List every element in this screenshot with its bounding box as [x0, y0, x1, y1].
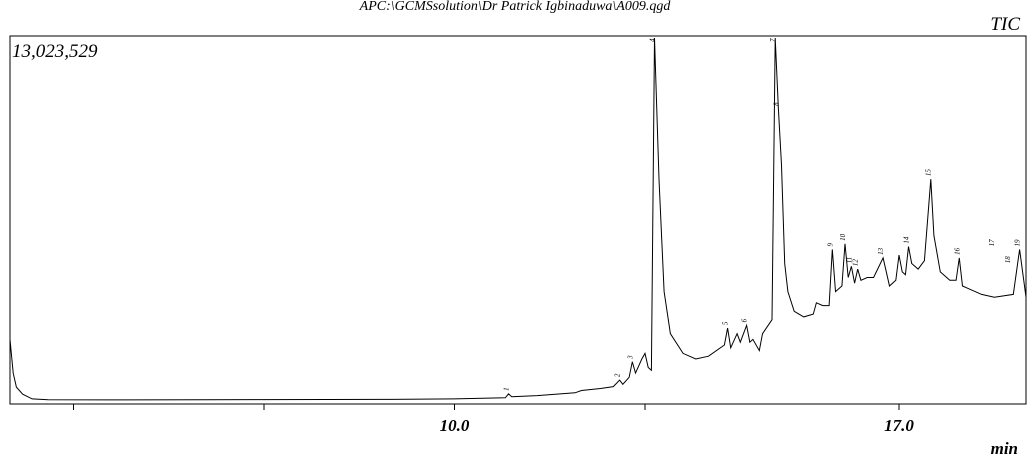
- x-axis-ticks: [73, 404, 900, 410]
- tic-series-line-0: [9, 37, 1027, 401]
- peak-label-11: 11: [845, 257, 853, 263]
- signal-label: TIC: [990, 14, 1020, 35]
- peak-label-12: 12: [852, 259, 860, 267]
- series-group: [9, 37, 1027, 401]
- peak-label-17: 17: [988, 239, 996, 247]
- plot-frame: [9, 35, 1027, 405]
- x-axis-unit-label: min: [991, 439, 1018, 457]
- peak-label-3: 3: [626, 355, 634, 360]
- peak-label-13: 13: [877, 247, 885, 255]
- peak-label-10: 10: [839, 233, 847, 241]
- peak-label-2: 2: [614, 373, 622, 377]
- peak-label-7: 7: [769, 38, 777, 42]
- peak-label-4: 4: [649, 38, 657, 42]
- peak-label-1: 1: [502, 387, 510, 391]
- peak-label-6: 6: [741, 318, 749, 322]
- chart-title: APC:\GCMSsolution\Dr Patrick Igbinaduwa\…: [359, 0, 672, 14]
- peak-label-16: 16: [953, 247, 961, 255]
- peak-label-19: 19: [1014, 239, 1022, 247]
- peak-label-18: 18: [1004, 256, 1012, 264]
- x-tick-label-0: 10.0: [440, 416, 470, 435]
- x-tick-label-1: 17.0: [884, 416, 914, 435]
- peak-label-14: 14: [903, 236, 911, 244]
- max-intensity-label: 13,023,529: [12, 41, 98, 62]
- peak-label-5: 5: [722, 321, 730, 325]
- x-axis-tick-labels: 10.0 17.0: [440, 416, 915, 435]
- peak-label-8: 8: [772, 102, 780, 106]
- peak-label-9: 9: [826, 242, 834, 246]
- peak-label-15: 15: [925, 169, 933, 177]
